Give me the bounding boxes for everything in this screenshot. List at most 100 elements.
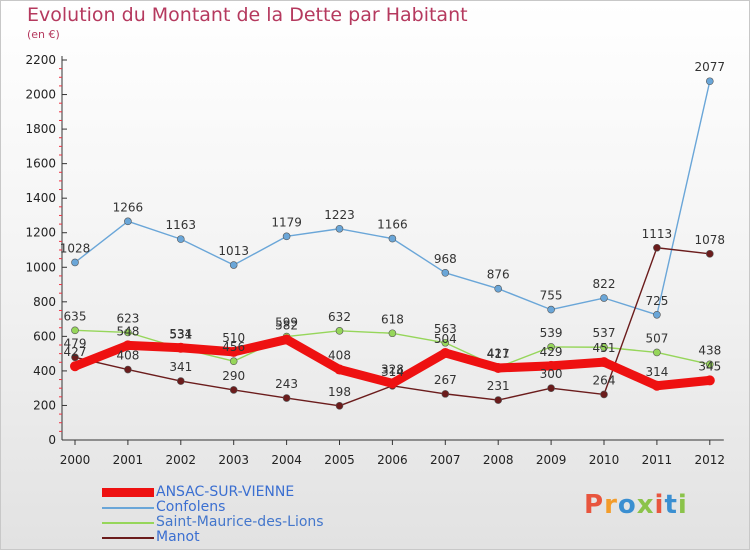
y-tick-label: 2000 bbox=[25, 88, 56, 102]
data-point bbox=[441, 268, 450, 277]
data-point bbox=[228, 346, 239, 357]
data-label: 548 bbox=[116, 324, 139, 338]
data-label: 429 bbox=[540, 345, 563, 359]
logo-letter: i bbox=[654, 490, 665, 520]
x-tick-label: 2005 bbox=[324, 453, 355, 467]
data-point bbox=[547, 343, 555, 351]
y-tick-label: 800 bbox=[33, 295, 56, 309]
data-point bbox=[651, 380, 662, 391]
data-point bbox=[335, 401, 344, 410]
y-tick-label: 1400 bbox=[25, 191, 56, 205]
data-label: 345 bbox=[698, 359, 721, 373]
data-label: 635 bbox=[64, 309, 87, 323]
x-tick-label: 2007 bbox=[430, 453, 461, 467]
data-label: 632 bbox=[328, 310, 351, 324]
logo-letter: P bbox=[584, 490, 605, 520]
data-point bbox=[122, 340, 133, 351]
chart-subtitle: (en €) bbox=[27, 28, 60, 41]
legend-swatch bbox=[102, 488, 154, 497]
y-tick-label: 200 bbox=[33, 398, 56, 412]
data-label: 537 bbox=[593, 326, 616, 340]
data-point bbox=[653, 348, 661, 357]
data-point bbox=[653, 243, 661, 252]
x-tick-label: 2006 bbox=[377, 453, 408, 467]
proxiti-logo: Proxiti bbox=[584, 490, 688, 520]
data-label: 1028 bbox=[60, 241, 91, 255]
data-point bbox=[441, 390, 450, 398]
data-label: 725 bbox=[645, 294, 668, 308]
data-label: 755 bbox=[540, 289, 563, 303]
data-label: 534 bbox=[169, 327, 192, 341]
data-point bbox=[335, 327, 344, 335]
data-point bbox=[440, 347, 451, 358]
data-point bbox=[334, 364, 345, 375]
data-point bbox=[229, 357, 238, 366]
x-tick-label: 2008 bbox=[483, 453, 514, 467]
data-labels: 427 548 534 510 582 408 328 504 417 429 451 314 345 1… bbox=[60, 60, 725, 399]
data-point bbox=[124, 365, 132, 374]
data-label: 417 bbox=[487, 347, 510, 361]
data-label: 968 bbox=[434, 252, 457, 266]
data-label: 243 bbox=[275, 377, 298, 391]
data-point bbox=[71, 258, 79, 267]
data-point bbox=[124, 217, 132, 226]
data-label: 479 bbox=[64, 336, 87, 350]
data-label: 531 bbox=[169, 327, 192, 341]
legend-label: Confolens bbox=[156, 499, 226, 515]
data-point bbox=[387, 378, 398, 389]
data-label: 504 bbox=[434, 332, 457, 346]
data-point bbox=[281, 334, 292, 345]
legend-swatch bbox=[102, 537, 154, 539]
legend-swatch bbox=[102, 522, 154, 524]
y-tick-label: 1200 bbox=[25, 226, 56, 240]
y-tick-label: 400 bbox=[33, 364, 56, 378]
data-point bbox=[71, 353, 79, 362]
data-point bbox=[175, 342, 186, 353]
x-tick-label: 2000 bbox=[60, 453, 91, 467]
data-point bbox=[547, 384, 555, 392]
data-point bbox=[705, 77, 714, 86]
logo-letter: r bbox=[604, 490, 618, 520]
y-tick-label: 1000 bbox=[25, 260, 56, 274]
logo-letter: x bbox=[636, 490, 655, 520]
x-tick-label: 2003 bbox=[218, 453, 249, 467]
data-point bbox=[177, 235, 185, 243]
data-label: 456 bbox=[222, 340, 245, 354]
data-label: 314 bbox=[645, 365, 668, 379]
data-label: 582 bbox=[275, 318, 298, 332]
data-point bbox=[388, 329, 397, 338]
y-tick-label: 2200 bbox=[25, 53, 56, 67]
legend-swatch bbox=[102, 507, 154, 509]
data-point bbox=[600, 343, 608, 352]
data-label: 290 bbox=[222, 369, 245, 383]
legend-label: Manot bbox=[156, 529, 200, 545]
data-label: 563 bbox=[434, 322, 457, 336]
data-label: 421 bbox=[487, 346, 510, 360]
data-label: 599 bbox=[275, 316, 298, 330]
data-label: 1113 bbox=[642, 227, 673, 241]
data-point bbox=[282, 394, 291, 402]
data-point bbox=[71, 326, 79, 335]
logo-letter: i bbox=[677, 490, 688, 520]
data-label: 198 bbox=[328, 385, 351, 399]
x-tick-label: 2001 bbox=[113, 453, 144, 467]
data-point bbox=[600, 390, 608, 399]
x-tick-label: 2012 bbox=[695, 453, 726, 467]
data-label: 510 bbox=[222, 331, 245, 345]
data-label: 876 bbox=[487, 268, 510, 282]
x-tick-label: 2011 bbox=[642, 453, 673, 467]
chart-title: Evolution du Montant de la Dette par Hab… bbox=[27, 4, 468, 26]
x-tick-label: 2009 bbox=[536, 453, 567, 467]
data-point bbox=[600, 294, 608, 302]
data-label: 408 bbox=[328, 349, 351, 363]
data-point bbox=[177, 377, 185, 385]
data-point bbox=[493, 362, 504, 373]
data-label: 539 bbox=[540, 326, 563, 340]
series-markers bbox=[70, 77, 715, 410]
chart-axes: 0 200 400 600 800 1000 1200 1400 1600 1800 2000 220… bbox=[25, 53, 725, 467]
data-label: 623 bbox=[116, 311, 139, 325]
data-point bbox=[546, 360, 557, 371]
data-label: 264 bbox=[593, 373, 616, 387]
data-label: 507 bbox=[645, 331, 668, 345]
data-label: 1179 bbox=[271, 215, 302, 229]
